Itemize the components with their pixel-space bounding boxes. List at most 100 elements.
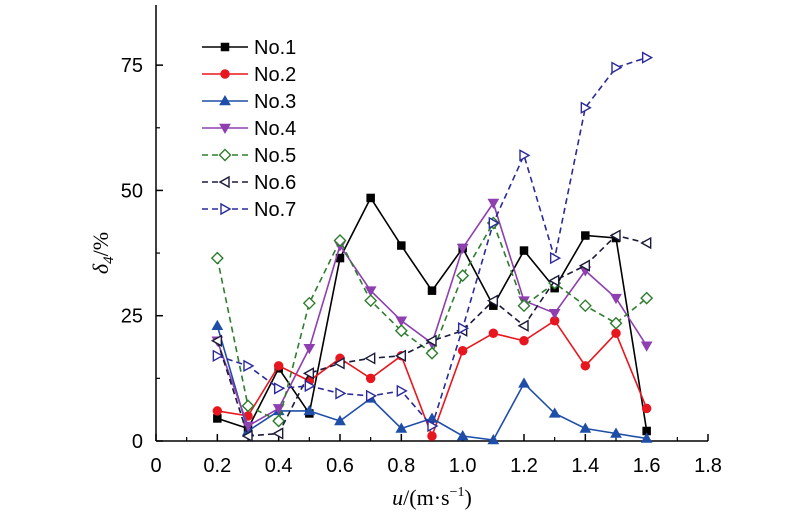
- data-point: [580, 101, 592, 114]
- legend-label: No.6: [254, 172, 296, 194]
- data-point: [548, 274, 560, 287]
- series-line: [216, 221, 648, 423]
- legend-item: No.6: [202, 172, 296, 194]
- legend-item: No.3: [202, 91, 296, 113]
- x-tick-label: 0.8: [387, 455, 415, 477]
- data-point: [304, 379, 316, 393]
- legend-item: No.4: [202, 118, 296, 140]
- data-point: [364, 286, 377, 297]
- data-point: [610, 293, 622, 305]
- data-point: [241, 429, 253, 443]
- data-point: [578, 259, 591, 272]
- series-no-6: [210, 229, 652, 443]
- data-point: [241, 399, 255, 413]
- series-no-5: [210, 216, 654, 428]
- series-no-1: [213, 193, 651, 436]
- x-tick-label: 1.4: [571, 455, 599, 477]
- data-point: [640, 236, 652, 250]
- data-point: [609, 316, 623, 330]
- data-point: [210, 334, 223, 347]
- data-point: [212, 349, 224, 362]
- series-no-7: [212, 51, 654, 433]
- x-tick-label: 0.2: [203, 455, 231, 477]
- data-point: [611, 328, 621, 339]
- data-point: [456, 243, 469, 255]
- legend-label: No.2: [254, 64, 296, 86]
- data-point: [335, 387, 347, 400]
- legend-marker: [220, 202, 232, 216]
- data-point: [611, 61, 623, 74]
- data-point: [427, 286, 437, 295]
- data-point: [212, 406, 223, 416]
- data-point: [365, 389, 378, 403]
- x-tick-label: 1.0: [449, 455, 477, 477]
- data-point: [427, 419, 439, 433]
- data-point: [365, 373, 376, 384]
- data-point: [303, 344, 316, 355]
- y-label-unit: /%: [88, 232, 113, 256]
- data-point: [395, 422, 408, 433]
- data-point: [427, 431, 437, 441]
- data-point: [457, 346, 468, 356]
- x-label-close: ): [465, 485, 472, 510]
- data-point: [640, 341, 653, 352]
- legend: No.1 No.2 No.3 No.4 No.5 No.6 No.7: [202, 37, 296, 221]
- data-point: [548, 407, 561, 418]
- data-point: [549, 251, 562, 265]
- data-point: [302, 296, 316, 310]
- data-point: [364, 294, 378, 308]
- data-point: [579, 422, 592, 433]
- legend-label: No.3: [254, 91, 296, 113]
- data-point: [581, 231, 590, 240]
- data-point: [519, 149, 531, 162]
- data-point: [518, 377, 530, 388]
- x-tick-label: 1.6: [633, 455, 661, 477]
- data-point: [397, 241, 406, 250]
- data-point: [640, 432, 653, 443]
- legend-item: No.7: [202, 199, 296, 221]
- data-point: [610, 427, 622, 438]
- data-point: [641, 51, 654, 64]
- data-point: [640, 291, 654, 305]
- data-point: [517, 299, 531, 313]
- axes: 0 0.2 0.4 0.6 0.8 1.0 1.2 1.4 1.6 1.8 0 25 50 75: [121, 5, 722, 477]
- data-point: [488, 328, 499, 339]
- x-label-unit: /(m·s: [403, 485, 449, 510]
- data-point: [456, 269, 470, 283]
- data-point: [580, 361, 591, 371]
- data-point: [548, 308, 561, 320]
- legend-marker: [218, 148, 232, 162]
- legend-marker: [220, 69, 230, 79]
- data-point: [213, 414, 222, 423]
- data-point: [519, 336, 529, 346]
- legend-marker: [219, 94, 231, 106]
- y-tick-label: 0: [132, 431, 143, 453]
- data-point: [517, 319, 529, 332]
- legend-item: No.1: [202, 37, 296, 59]
- x-axis-label: u/(m·s−1): [392, 485, 472, 510]
- data-point: [457, 322, 470, 335]
- legend-label: No.1: [254, 37, 296, 59]
- data-point: [456, 429, 469, 441]
- y-tick-label: 25: [121, 306, 143, 328]
- x-label-symbol: u: [392, 485, 403, 510]
- data-point: [487, 198, 500, 209]
- data-point: [425, 334, 437, 347]
- x-tick-label: 1.2: [510, 455, 538, 477]
- data-point: [273, 361, 284, 371]
- legend-item: No.2: [202, 64, 296, 86]
- legend-marker: [220, 42, 230, 52]
- data-point: [243, 359, 255, 373]
- data-point: [425, 346, 439, 360]
- x-tick-label: 0: [150, 455, 161, 477]
- data-point: [303, 404, 316, 416]
- data-point: [302, 367, 315, 380]
- y-label-subscript: 4: [101, 256, 117, 264]
- legend-marker: [218, 175, 230, 189]
- y-axis-label: δ4/%: [88, 232, 117, 274]
- data-point: [272, 427, 284, 440]
- data-point: [394, 324, 408, 338]
- data-point: [364, 352, 376, 365]
- data-point: [488, 216, 500, 230]
- data-point: [333, 234, 347, 248]
